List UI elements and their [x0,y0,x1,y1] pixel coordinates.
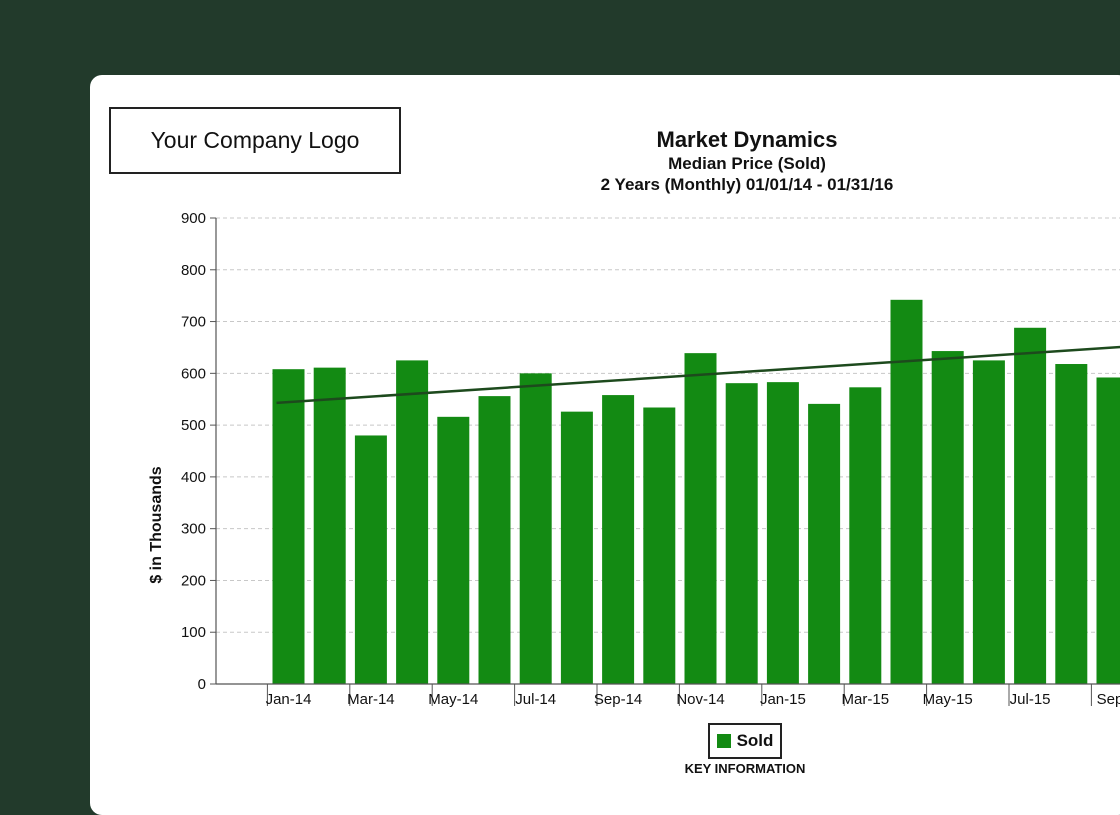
legend-swatch-sold [717,734,731,748]
bar-sep-15 [1097,377,1120,684]
bar-jun-14 [479,396,511,684]
y-tick-label: 400 [181,469,206,486]
bar-apr-15 [891,300,923,684]
bar-sep-14 [602,395,634,684]
y-tick-label: 800 [181,262,206,279]
y-tick-label: 200 [181,572,206,589]
bar-may-14 [437,417,469,684]
legend-label-sold: Sold [737,731,774,751]
y-tick-label: 600 [181,365,206,382]
x-tick-label: Jul-14 [515,691,556,708]
bar-feb-14 [314,368,346,684]
x-tick-label: Jan-15 [760,691,806,708]
x-tick-label: May-14 [428,691,478,708]
bar-jun-15 [973,360,1005,684]
key-information-label: KEY INFORMATION [670,761,820,776]
bar-aug-15 [1055,364,1087,684]
bar-aug-14 [561,412,593,684]
y-tick-label: 700 [181,314,206,331]
legend: Sold [708,723,782,759]
y-tick-label: 0 [198,676,206,693]
bar-feb-15 [808,404,840,684]
x-tick-label: Mar-15 [842,691,890,708]
x-tick-label: May-15 [923,691,973,708]
y-tick-label: 900 [181,210,206,227]
x-tick-label: Sep- [1097,691,1120,708]
bar-apr-14 [396,360,428,684]
bar-oct-14 [643,408,675,684]
bar-may-15 [932,351,964,684]
x-tick-label: Nov-14 [676,691,724,708]
bar-nov-14 [685,353,717,684]
y-tick-label: 500 [181,417,206,434]
bar-dec-14 [726,383,758,684]
bar-jan-15 [767,382,799,684]
y-tick-label: 300 [181,521,206,538]
y-tick-label: 100 [181,624,206,641]
bar-jul-14 [520,373,552,684]
x-tick-label: Jan-14 [266,691,312,708]
bar-mar-15 [849,387,881,684]
bar-chart: 0 100 200 300 400 500 600 700 800 900 Jan-14 Mar-14… [90,75,1120,815]
x-tick-label: Jul-15 [1010,691,1051,708]
x-tick-label: Sep-14 [594,691,642,708]
bar-jan-14 [273,369,305,684]
chart-card: Your Company Logo Market Dynamics Median… [90,75,1120,815]
x-tick-label: Mar-14 [347,691,395,708]
bar-jul-15 [1014,328,1046,684]
bar-mar-14 [355,435,387,684]
